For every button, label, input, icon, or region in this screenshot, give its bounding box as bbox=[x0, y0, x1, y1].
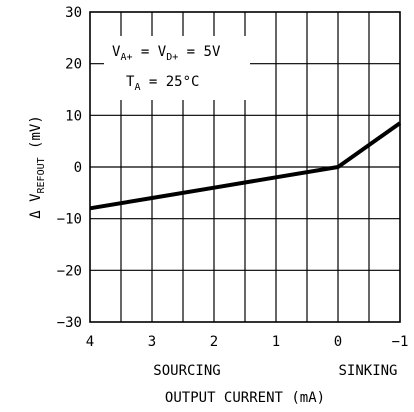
conditions-annotation: VA+ = VD+ = 5V TA = 25°C bbox=[104, 36, 250, 100]
x-tick-label: 2 bbox=[210, 334, 218, 350]
x-sublabel-sourcing: SOURCING bbox=[153, 363, 220, 379]
y-tick-label: 0 bbox=[74, 160, 82, 176]
y-tick-label: −20 bbox=[57, 263, 82, 279]
y-tick-label: −30 bbox=[57, 315, 82, 331]
x-tick-label: 1 bbox=[272, 334, 280, 350]
annotation-line-temperature: TA = 25°C bbox=[126, 74, 199, 93]
x-tick-label: −1 bbox=[392, 334, 409, 350]
y-tick-label: 10 bbox=[65, 108, 82, 124]
x-sublabel-sinking: SINKING bbox=[338, 363, 397, 379]
series-layer bbox=[89, 121, 402, 211]
x-tick-label: 4 bbox=[86, 334, 94, 350]
y-tick-label: 20 bbox=[65, 57, 82, 73]
series-line bbox=[89, 121, 402, 211]
x-tick-label: 3 bbox=[148, 334, 156, 350]
y-tick-label: 30 bbox=[65, 5, 82, 21]
x-axis-label: OUTPUT CURRENT (mA) bbox=[165, 390, 325, 406]
y-tick-label: −10 bbox=[57, 212, 82, 228]
annotation-line-supply: VA+ = VD+ = 5V bbox=[112, 44, 221, 63]
y-axis-label: Δ VREFOUT (mV) bbox=[28, 115, 47, 219]
plot-border bbox=[89, 11, 401, 323]
plot-frame bbox=[89, 11, 401, 323]
annotation-background bbox=[104, 36, 250, 100]
x-tick-label: 0 bbox=[334, 334, 342, 350]
